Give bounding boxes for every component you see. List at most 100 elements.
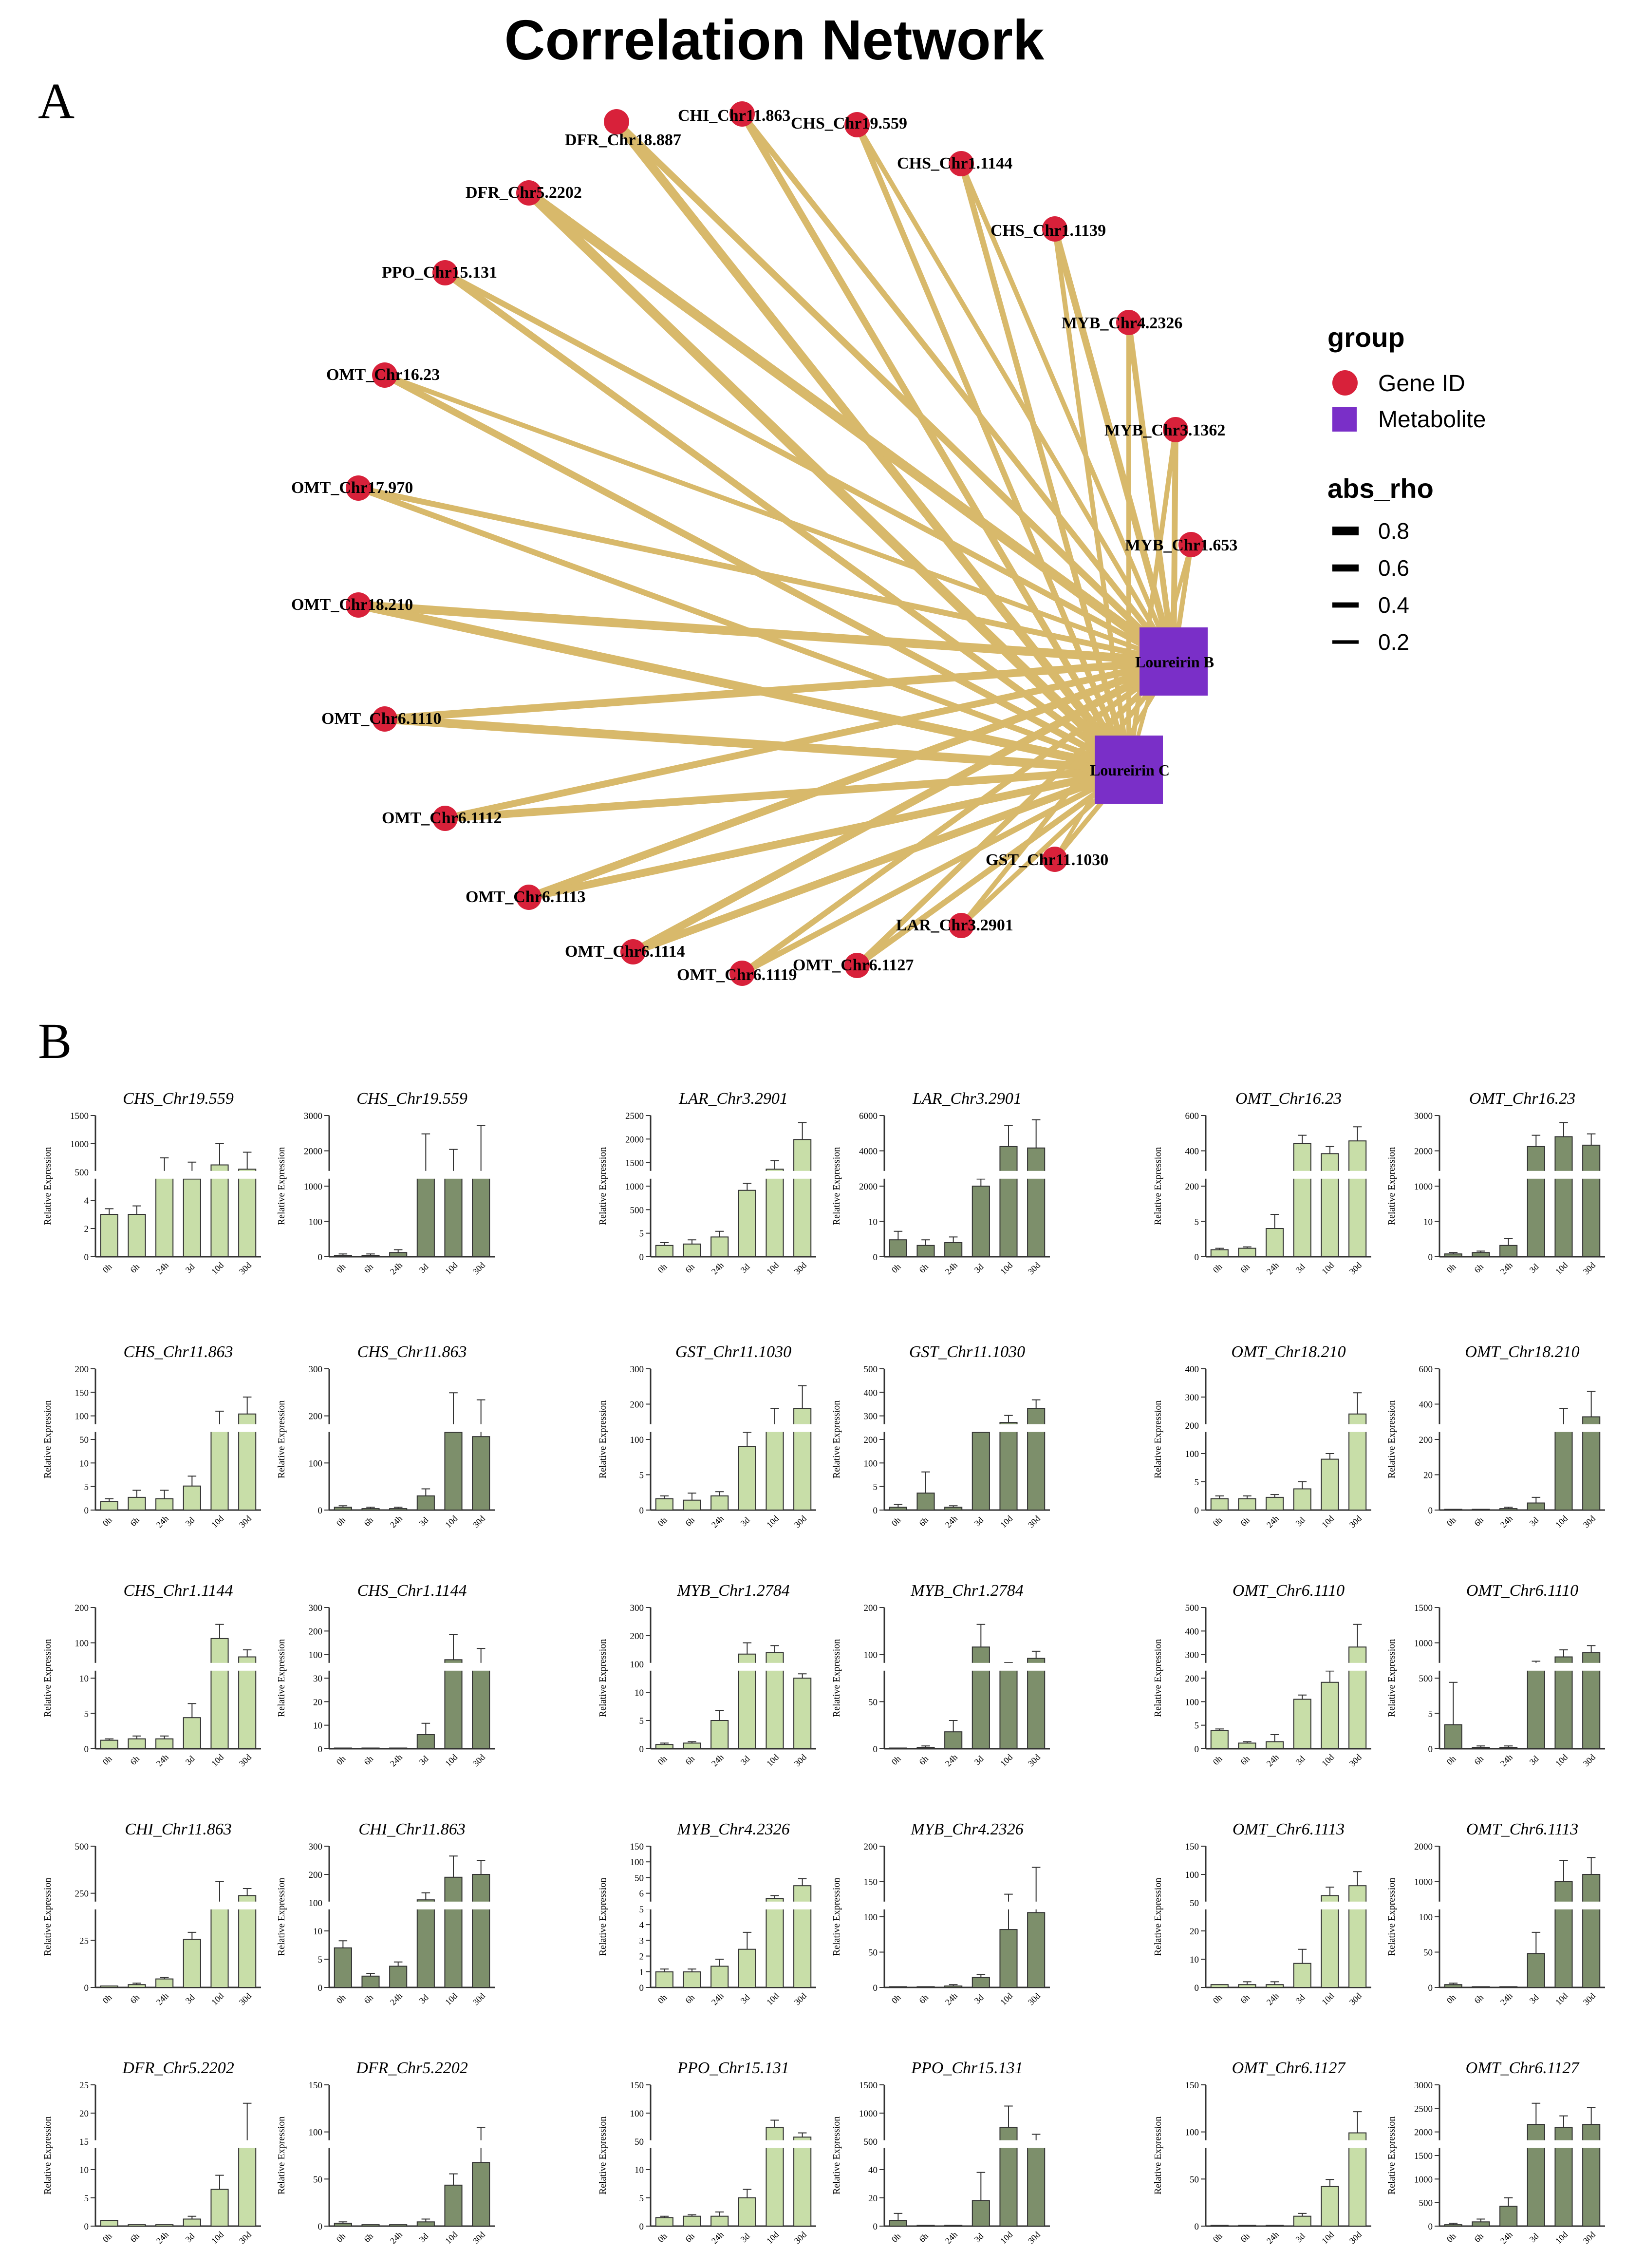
bar-24h — [944, 2225, 963, 2227]
bar-0h — [1210, 1498, 1229, 1511]
y-tick-label: 150 — [630, 1842, 644, 1852]
legend-metabolite-label: Metabolite — [1378, 407, 1486, 433]
gene-label-omt-chr6-1119: OMT_Chr6.1119 — [677, 966, 797, 984]
x-tick-label: 30d — [792, 1513, 808, 1530]
bar-3d — [1293, 2215, 1311, 2227]
y-tick-label: 40 — [868, 2165, 878, 2175]
legend-rho-title: abs_rho — [1327, 473, 1434, 504]
x-tick-label: 0h — [1445, 1262, 1458, 1275]
bar-chart-dfr-chr5-2202-light: DFR_Chr5.2202 0 5 10 15 20 25 Relative Expressi… — [42, 2059, 261, 2246]
x-tick-label: 0h — [1445, 1515, 1458, 1528]
y-tick-label: 1500 — [625, 1158, 644, 1169]
gene-label-gst-chr11-1030: GST_Chr11.1030 — [986, 851, 1108, 869]
y-tick-label: 20 — [1423, 1471, 1433, 1481]
y-tick-label: 200 — [864, 1435, 878, 1445]
bar-10d — [766, 1898, 784, 1988]
edge-chi-chr11-863-loureirin-b — [739, 111, 1177, 664]
x-tick-label: 3d — [739, 1992, 752, 2005]
chart-title: OMT_Chr18.210 — [1465, 1343, 1579, 1361]
chart-title: OMT_Chr6.1110 — [1466, 1582, 1578, 1600]
bar-10d — [444, 1177, 463, 1258]
y-tick-label: 300 — [1185, 1393, 1199, 1403]
chart-title: GST_Chr11.1030 — [675, 1343, 791, 1361]
y-tick-label: 10 — [313, 1721, 322, 1731]
bar-6h — [916, 1493, 935, 1511]
x-tick-label: 6h — [1472, 1262, 1485, 1275]
edge-lar-chr3-2901-loureirin-b — [959, 659, 1176, 928]
bar-chart-omt-chr6-1113-light: OMT_Chr6.1113 0 10 20 50 100 150 Relative Expre… — [1153, 1820, 1371, 2007]
x-tick-label: 6h — [128, 1515, 141, 1528]
x-tick-label: 30d — [1026, 1260, 1042, 1276]
edge-omt-chr6-1110-loureirin-b — [381, 658, 1177, 723]
y-tick-label: 150 — [1185, 1842, 1199, 1852]
edge-omt-chr16-23-loureirin-b — [382, 373, 1176, 664]
y-tick-label: 0 — [1428, 1744, 1433, 1755]
y-tick-label: 10 — [79, 1674, 89, 1684]
y-tick-label: 400 — [864, 1388, 878, 1398]
panel-a-label: A — [38, 73, 75, 129]
x-tick-label: 6h — [1472, 2231, 1485, 2244]
x-tick-label: 10d — [209, 2230, 225, 2246]
y-tick-label: 600 — [1419, 1364, 1433, 1375]
bar-30d — [472, 1174, 490, 1258]
gene-node-gst-chr11-1030 — [1042, 847, 1067, 872]
legend: group Gene ID Metabolite abs_rho 0.80.60… — [1327, 322, 1486, 655]
y-tick-label: 100 — [630, 1660, 644, 1670]
x-tick-label: 30d — [237, 1513, 253, 1530]
x-tick-label: 24h — [154, 1991, 170, 2007]
y-tick-label: 0 — [84, 1983, 89, 1993]
x-tick-label: 6h — [1472, 1754, 1485, 1767]
bar-0h — [889, 1507, 907, 1511]
x-tick-label: 0h — [101, 1992, 114, 2005]
y-axis-label: Relative Expression — [1153, 1400, 1163, 1479]
y-tick-label: 100 — [75, 1412, 89, 1422]
x-tick-label: 30d — [1347, 1260, 1364, 1276]
y-axis-label: Relative Expression — [598, 1400, 608, 1479]
x-tick-label: 3d — [1294, 1992, 1307, 2005]
y-tick-label: 1500 — [1414, 2151, 1433, 2161]
bar-3d — [183, 1939, 201, 1988]
x-tick-label: 3d — [972, 2231, 986, 2244]
y-tick-label: 0 — [639, 2222, 644, 2232]
y-tick-label: 5 — [84, 2193, 89, 2204]
y-tick-label: 100 — [864, 1912, 878, 1923]
x-tick-label: 0h — [1445, 1992, 1458, 2005]
x-tick-label: 3d — [184, 2231, 197, 2244]
bar-30d — [1027, 1658, 1046, 1749]
bar-6h — [128, 1496, 146, 1511]
gene-label-dfr-chr18-887: DFR_Chr18.887 — [565, 131, 681, 149]
y-tick-label: 100 — [1185, 1449, 1199, 1459]
axis-break — [878, 2140, 1050, 2148]
bar-30d — [1582, 1144, 1601, 1257]
edge-omt-chr6-1113-loureirin-c — [525, 766, 1133, 901]
y-tick-label: 0 — [873, 1506, 878, 1516]
bar-0h — [334, 2223, 352, 2227]
y-tick-label: 2000 — [625, 1134, 644, 1145]
bar-10d — [1554, 1425, 1573, 1511]
y-tick-label: 100 — [309, 1458, 323, 1469]
x-tick-label: 30d — [1026, 2230, 1042, 2246]
bar-6h — [128, 1214, 146, 1257]
bar-chart-omt-chr6-1127-dark: OMT_Chr6.1127 0 500 1000 1500 2000 2500 3000 Rel… — [1386, 2059, 1605, 2246]
x-tick-label: 3d — [417, 1754, 430, 1767]
y-tick-label: 10 — [1423, 1217, 1433, 1228]
bar-10d — [1321, 1895, 1339, 1988]
gene-label-omt-chr6-1114: OMT_Chr6.1114 — [565, 943, 685, 961]
edge-omt-chr6-1119-loureirin-c — [739, 767, 1132, 976]
bar-24h — [1499, 2206, 1518, 2227]
axis-break — [90, 1901, 261, 1909]
bar-24h — [944, 1985, 963, 1988]
bar-24h — [155, 1978, 174, 1988]
x-tick-label: 24h — [1498, 1260, 1514, 1276]
y-tick-label: 0 — [1428, 1983, 1433, 1993]
y-tick-label: 300 — [309, 1842, 323, 1852]
bar-6h — [128, 1984, 146, 1988]
gene-node-omt-chr6-1110 — [372, 706, 397, 732]
x-tick-label: 3d — [1294, 1515, 1307, 1528]
chart-title: OMT_Chr6.1110 — [1233, 1582, 1345, 1600]
bar-6h — [683, 1499, 701, 1511]
y-tick-label: 1000 — [625, 1182, 644, 1192]
x-tick-label: 30d — [792, 2230, 808, 2246]
bar-10d — [766, 1425, 784, 1511]
x-tick-label: 30d — [237, 1752, 253, 1768]
